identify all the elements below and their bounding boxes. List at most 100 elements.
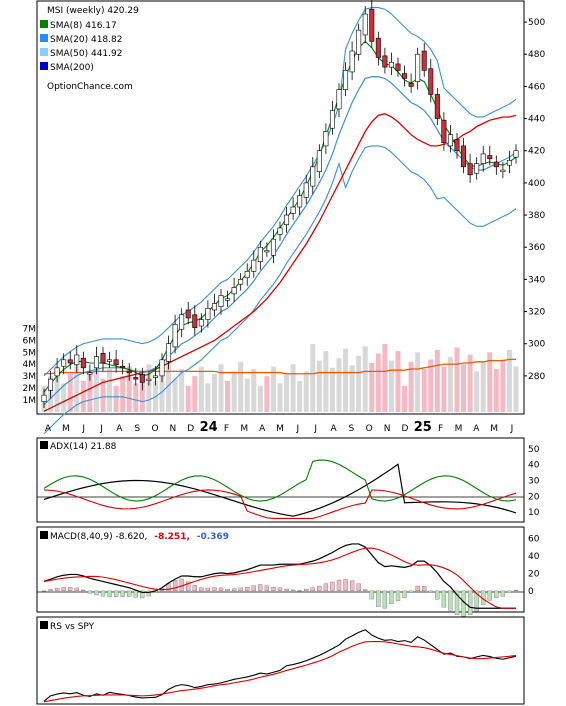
- x-axis-label: J: [81, 424, 85, 434]
- volume-bar: [356, 355, 362, 412]
- candle-body: [382, 55, 388, 68]
- x-axis-label: J: [510, 424, 514, 434]
- macd-hist-bar: [271, 587, 276, 592]
- macd-signal-line: [43, 547, 516, 609]
- x-axis-label: 24: [200, 420, 218, 435]
- volume-bar: [113, 385, 119, 412]
- volume-bar: [67, 373, 73, 412]
- macd-hist-bar: [41, 590, 47, 592]
- candle-body: [415, 53, 421, 82]
- candle-body: [284, 214, 290, 226]
- volume-bar: [61, 383, 67, 412]
- macd-hist-bar: [218, 587, 224, 592]
- volume-bar: [270, 366, 276, 412]
- adx-tick: 30: [528, 477, 540, 487]
- macd-hist-bar: [74, 587, 79, 592]
- macd-hist-bar: [107, 590, 112, 597]
- volume-bar: [218, 364, 224, 412]
- macd-hist-bar: [61, 587, 66, 592]
- legend-swatch: [40, 20, 48, 28]
- volume-bar: [297, 380, 303, 412]
- upper-band-line: [43, 7, 517, 377]
- price-tick: 480: [528, 50, 545, 60]
- candle-body: [277, 227, 283, 235]
- candle-body: [421, 50, 427, 71]
- macd-hist-bar: [408, 590, 414, 593]
- volume-bar: [290, 364, 296, 412]
- candle-body: [74, 354, 80, 365]
- macd-hist-bar: [317, 585, 322, 592]
- macd-label-group: MACD(8,40,9) -8.620, -8.251, -0.369: [50, 532, 229, 542]
- candle-body: [218, 295, 224, 308]
- price-tick: 420: [528, 147, 545, 157]
- price-tick: 460: [528, 82, 545, 92]
- macd-hist-bar: [330, 581, 335, 592]
- volume-bar: [185, 385, 191, 412]
- volume-bar: [198, 366, 204, 412]
- candle-body: [264, 250, 270, 253]
- legend: SMA(8) 416.17 SMA(20) 418.82 SMA(50) 441.9…: [40, 20, 122, 73]
- macd-legend-swatch: [40, 531, 48, 539]
- volume-tick: 2M: [23, 384, 37, 394]
- candle-body: [231, 287, 237, 295]
- volume-bar: [251, 369, 257, 412]
- macd-hist-bar: [441, 590, 447, 608]
- volume-bar: [487, 352, 493, 412]
- candle-body: [41, 394, 47, 402]
- adx-axis: 50 40 30 20 10: [528, 445, 540, 518]
- candle-body: [441, 119, 447, 143]
- macd-hist-bar: [100, 590, 106, 597]
- volume-bar: [441, 366, 447, 412]
- macd-hist-bar: [225, 589, 230, 592]
- source-label: OptionChance.com: [47, 82, 133, 92]
- macd-hist-bar: [172, 580, 178, 592]
- candle-body: [388, 61, 394, 68]
- macd-hist-bar: [323, 583, 329, 592]
- volume-bar: [231, 371, 237, 412]
- candle-body: [113, 359, 119, 365]
- macd-hist-bar: [94, 590, 99, 596]
- macd-hist-bar: [87, 590, 93, 594]
- rs-average-line: [43, 640, 517, 703]
- volume-bar: [87, 371, 93, 412]
- candle-body: [395, 63, 401, 71]
- candle-body: [185, 309, 191, 319]
- candle-body: [87, 372, 93, 375]
- macd-tick: 0: [528, 587, 534, 597]
- volume-bar: [421, 369, 427, 412]
- x-axis-label: F: [438, 424, 443, 434]
- volume-bar: [54, 366, 60, 412]
- x-axis-label: N: [170, 424, 177, 434]
- volume-bar: [329, 367, 335, 412]
- volume-bar: [133, 383, 139, 412]
- price-tick: 320: [528, 308, 545, 318]
- volume-bar: [80, 380, 86, 412]
- x-axis-label: A: [330, 424, 337, 434]
- macd-hist-bar: [310, 587, 315, 592]
- candle-body: [487, 155, 493, 160]
- x-axis-label: O: [152, 424, 159, 434]
- macd-hist-bar: [81, 589, 86, 592]
- candle-body: [310, 166, 316, 187]
- volume-bar: [166, 361, 172, 412]
- volume-tick: 4M: [23, 360, 37, 370]
- candle-body: [493, 161, 499, 168]
- macd-hist-bar: [68, 587, 73, 592]
- volume-bar: [474, 371, 480, 412]
- macd-hist-bar: [454, 590, 460, 615]
- macd-hist-bar: [395, 590, 401, 602]
- macd-hist-bar: [146, 590, 152, 597]
- macd-hist-bar: [428, 590, 433, 593]
- candle-body: [303, 182, 309, 198]
- macd-hist-bar: [304, 588, 309, 592]
- volume-bar: [211, 373, 217, 412]
- volume-bar: [467, 354, 473, 412]
- volume-axis: 7M 6M 5M 4M 3M 2M 1M: [23, 324, 37, 406]
- price-tick: 300: [528, 340, 545, 350]
- volume-bar: [402, 385, 408, 412]
- volume-bar: [513, 366, 519, 412]
- adx-legend-swatch: [40, 441, 48, 449]
- candle-body: [461, 145, 467, 168]
- macd-hist-bar: [467, 590, 473, 616]
- macd-hist-bar: [376, 590, 381, 607]
